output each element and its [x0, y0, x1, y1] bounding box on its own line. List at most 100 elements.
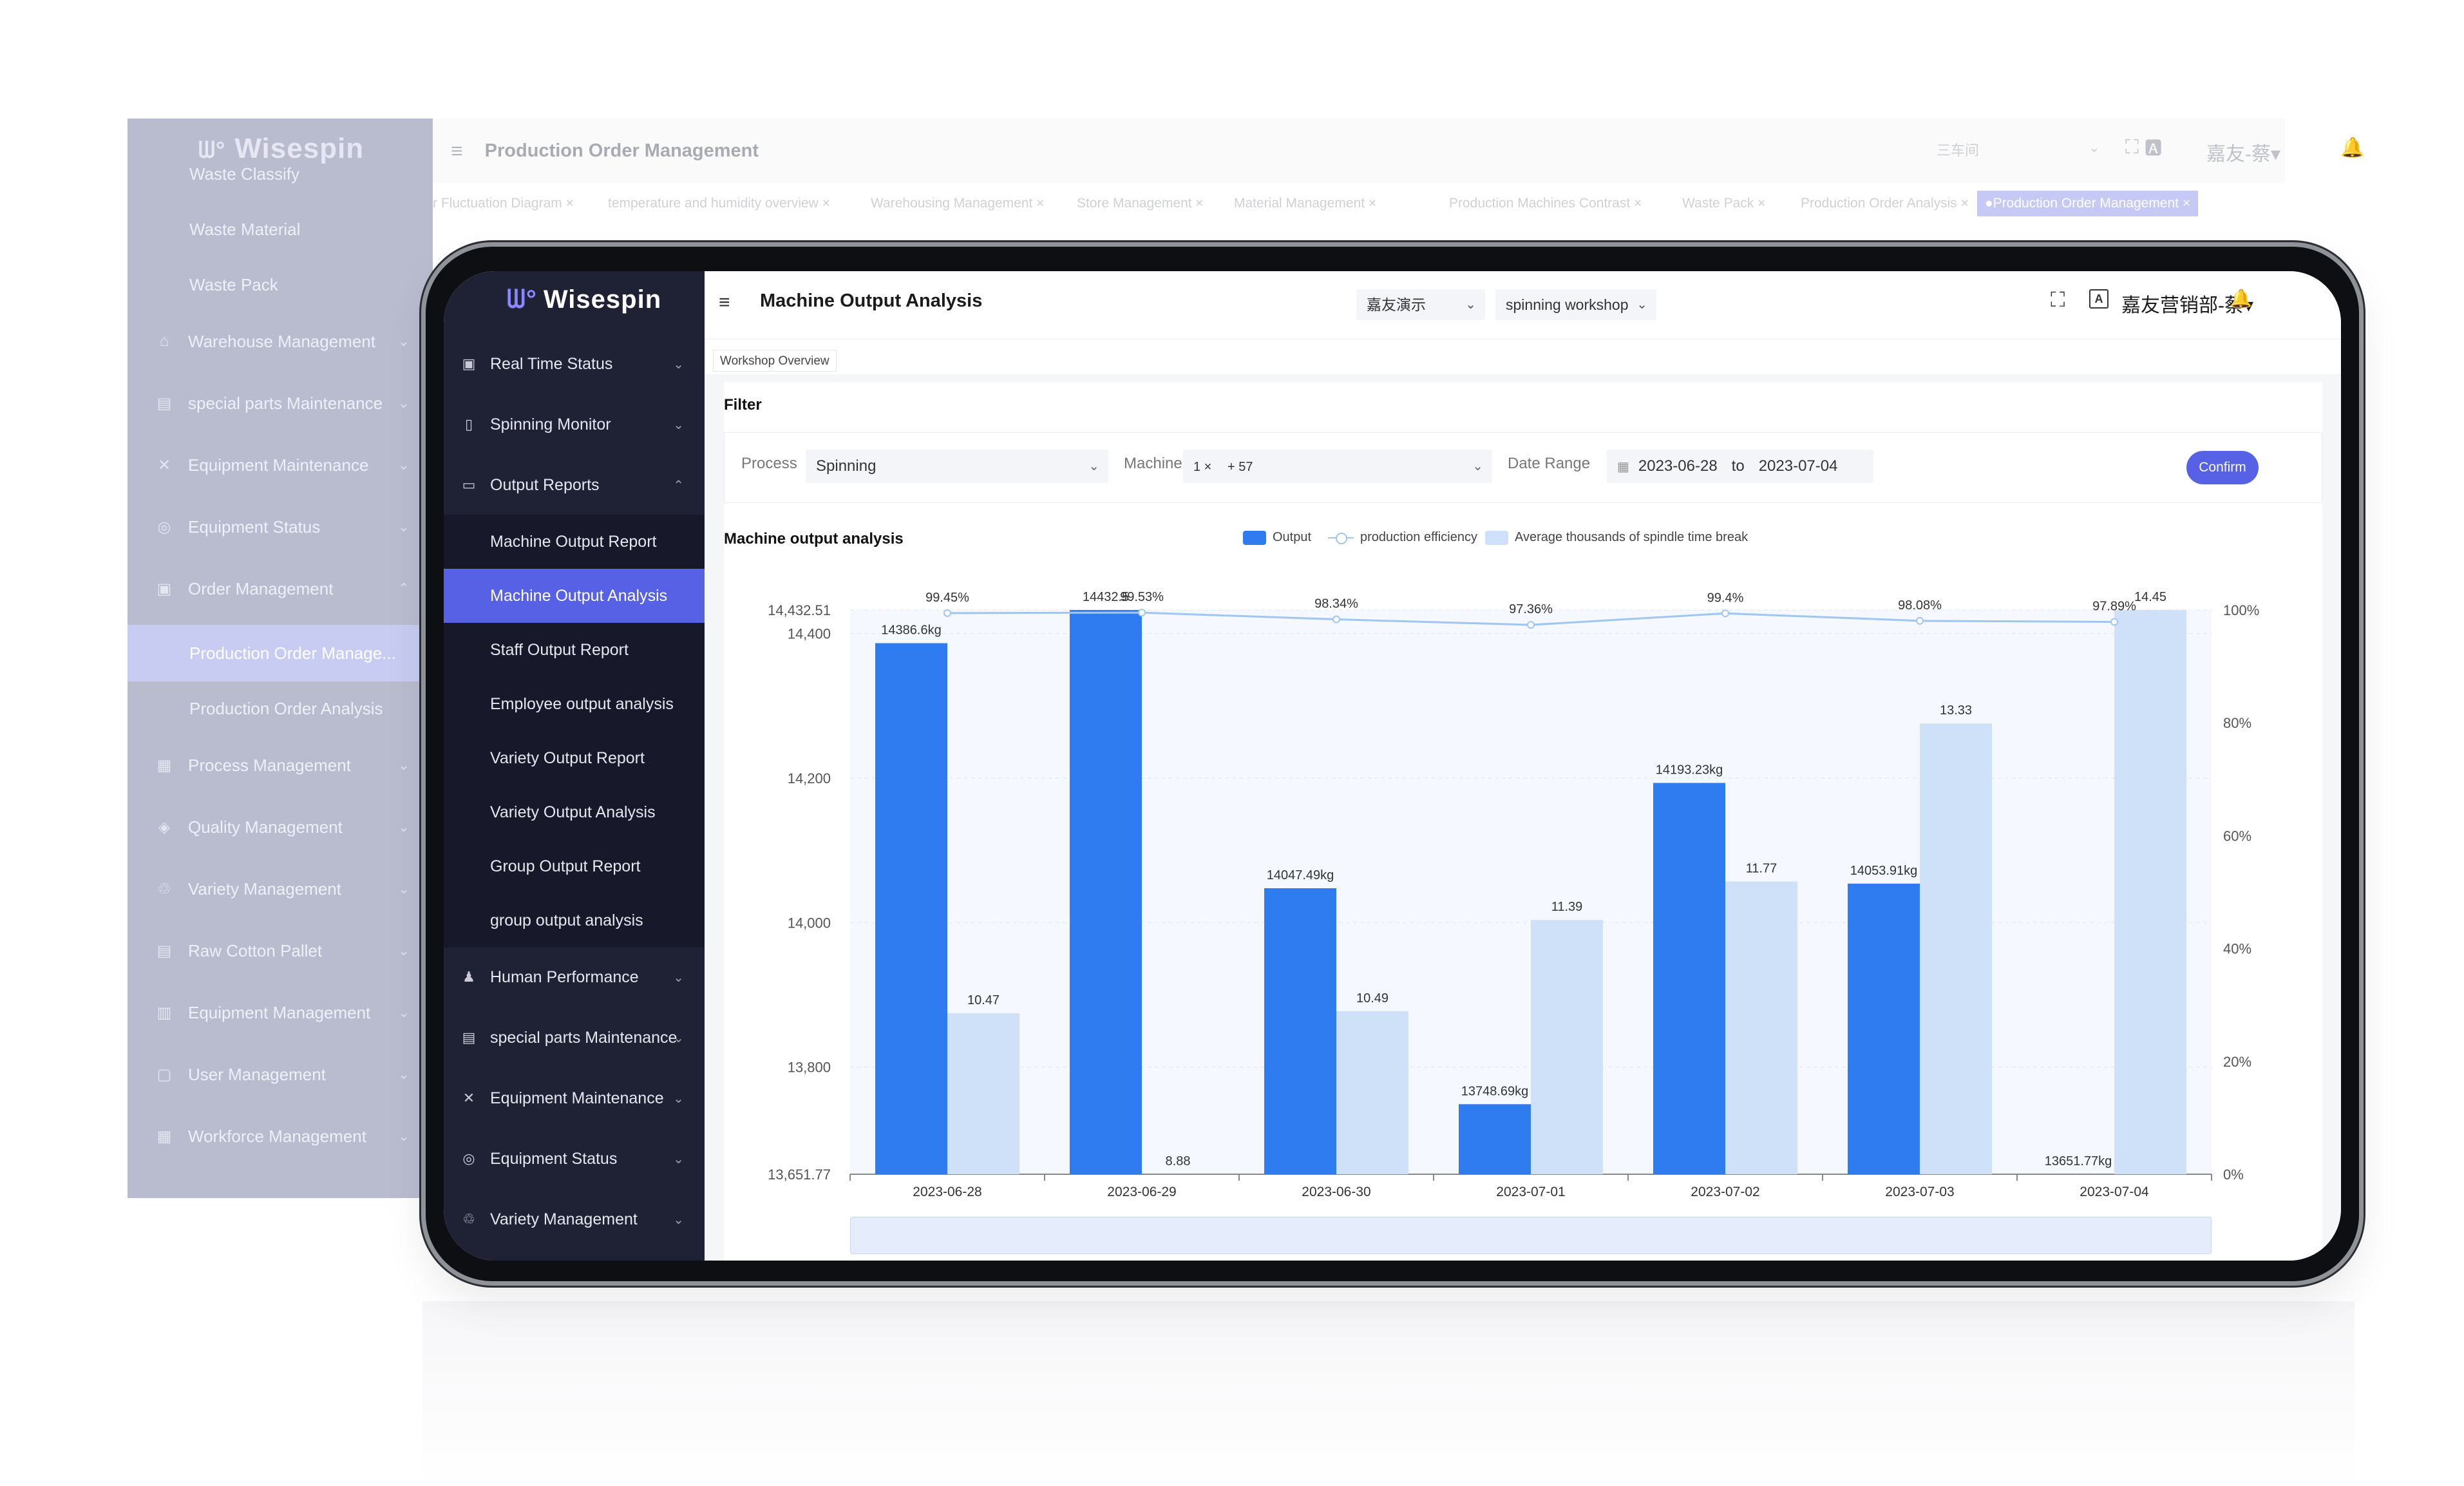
sidebar-item-variety-management[interactable]: ♲ Variety Management ⌄	[444, 1192, 705, 1246]
bar-spindle-break	[2114, 610, 2186, 1174]
chevron-down-icon: ⌄	[673, 1152, 684, 1167]
workshop-select[interactable]: spinning workshop ⌄	[1495, 289, 1656, 320]
user-icon: ▢	[156, 1065, 172, 1083]
machine-select[interactable]: 1 × + 57 ⌄	[1183, 450, 1492, 483]
bg-sidebar-item-special-parts-maintenance: ▤ special parts Maintenance ⌄	[128, 375, 433, 432]
legend-swatch	[1485, 530, 1508, 545]
bg-sidebar-item-production-order-manage: Production Order Manage...	[128, 625, 433, 681]
sidebar-item-employee-output-analysis[interactable]: Employee output analysis	[444, 677, 705, 731]
data-label-output: 14053.91kg	[1850, 864, 1918, 878]
sidebar-item-variety-output-analysis[interactable]: Variety Output Analysis	[444, 785, 705, 839]
sidebar-item-label: group output analysis	[490, 911, 643, 929]
bg-sidebar-label: Equipment Management	[188, 1002, 371, 1022]
bg-logo-text: Wisespin	[234, 133, 365, 164]
variety-icon: ♲	[462, 1211, 475, 1227]
y-tick-label-right: 60%	[2223, 828, 2251, 844]
sidebar-item-output-reports[interactable]: ▭ Output Reports ⌃	[444, 458, 705, 512]
point-production-efficiency	[1527, 621, 1535, 629]
bg-workshop-select: 三车间 ⌄	[1937, 139, 2100, 158]
sidebar-item-label: Human Performance	[490, 967, 639, 986]
legend-item-efficiency[interactable]: production efficiency	[1328, 530, 1477, 545]
bg-sidebar-item-order-management: ▣ Order Management ⌃	[128, 560, 433, 617]
data-label-output: 14193.23kg	[1656, 763, 1723, 777]
warehouse-icon: ⌂	[159, 332, 169, 350]
sidebar: ᗯ° Wisespin ▣ Real Time Status ⌄ ▯ Spinning M…	[444, 271, 705, 1261]
sidebar-item-group-output-analysis[interactable]: group output analysis	[444, 893, 705, 948]
data-zoom-slider[interactable]	[850, 1217, 2212, 1254]
y-tick-label-right: 40%	[2223, 941, 2251, 957]
parts-icon: ▤	[156, 394, 172, 412]
y-tick-label-left: 14,000	[788, 915, 831, 931]
sidebar-item-equipment-status[interactable]: ◎ Equipment Status ⌄	[444, 1132, 705, 1186]
sidebar-item-machine-output-report[interactable]: Machine Output Report	[444, 515, 705, 569]
x-tick-label: 2023-07-02	[1691, 1185, 1759, 1199]
chevron-down-icon: ⌄	[397, 519, 410, 535]
bg-sidebar-label: Process Management	[188, 755, 351, 775]
bg-sidebar-label: Waste Material	[189, 219, 301, 239]
bg-page-title: Production Order Management	[484, 140, 759, 161]
data-label-spindle-break: 14.45	[2134, 590, 2166, 604]
sidebar-item-real-time-status[interactable]: ▣ Real Time Status ⌄	[444, 337, 705, 391]
data-label-output: 13651.77kg	[2045, 1154, 2112, 1168]
chevron-down-icon: ⌄	[397, 942, 410, 958]
legend-item-spindle-break[interactable]: Average thousands of spindle time break	[1485, 530, 1748, 545]
sidebar-item-equipment-maintenance[interactable]: ✕ Equipment Maintenance ⌄	[444, 1071, 705, 1125]
bg-tab: Production Machines Contrast ×	[1449, 196, 1642, 211]
bg-sidebar-item-variety-management: ♲ Variety Management ⌄	[128, 861, 433, 917]
sidebar-item-group-output-report[interactable]: Group Output Report	[444, 839, 705, 893]
x-tick-label: 2023-07-04	[2080, 1185, 2149, 1199]
machine-tag-more: + 57	[1227, 460, 1253, 474]
bar-spindle-break	[1920, 723, 1992, 1174]
filter-box: Process Spinning ⌄ Machine 1 × + 57 ⌄ Dat…	[724, 432, 2322, 503]
bg-sidebar-item-waste-pack: Waste Pack	[128, 256, 433, 313]
data-label-efficiency: 97.36%	[1509, 602, 1553, 616]
sidebar-item-label: Real Time Status	[490, 354, 613, 373]
point-production-efficiency	[2110, 618, 2118, 626]
fullscreen-icon[interactable]: ⛶	[2051, 288, 2065, 311]
chevron-down-icon: ⌄	[673, 1031, 684, 1045]
data-label-spindle-break: 11.39	[1551, 900, 1583, 914]
chevron-down-icon: ⌄	[673, 357, 684, 372]
chevron-down-icon: ⌄	[397, 1004, 410, 1020]
sidebar-item-equipment-management[interactable]: ▥Equipment Management⌄	[444, 1253, 705, 1261]
main-content: Filter Process Spinning ⌄ Machine 1 × + 5…	[705, 374, 2341, 1261]
language-icon[interactable]: A	[2089, 289, 2109, 309]
org-select[interactable]: 嘉友演示 ⌄	[1356, 289, 1485, 320]
quality-icon: ◈	[158, 818, 171, 836]
bar-spindle-break	[1336, 1011, 1408, 1174]
process-value: Spinning	[816, 457, 877, 475]
confirm-button[interactable]: Confirm	[2186, 451, 2259, 484]
process-select[interactable]: Spinning ⌄	[806, 450, 1108, 483]
y-tick-label-left: 14,200	[788, 770, 831, 786]
report-icon: ▭	[462, 477, 476, 493]
sidebar-item-staff-output-report[interactable]: Staff Output Report	[444, 623, 705, 677]
bell-icon[interactable]: 🔔	[2230, 289, 2252, 309]
chevron-up-icon: ⌃	[673, 478, 684, 493]
machine-label: Machine	[1124, 455, 1182, 472]
sidebar-item-label: Employee output analysis	[490, 694, 674, 713]
bg-sidebar-item-warehouse-management: ⌂ Warehouse Management ⌄	[128, 313, 433, 370]
wrench-icon: ✕	[462, 1090, 475, 1106]
bg-sidebar-item-quality-management: ◈ Quality Management ⌄	[128, 799, 433, 855]
sidebar-item-human-performance[interactable]: ♟ Human Performance ⌄	[444, 950, 705, 1004]
date-range-picker[interactable]: ▦ 2023-06-28 to 2023-07-04	[1607, 450, 1873, 483]
chevron-down-icon: ⌄	[1088, 459, 1099, 473]
tab-workshop-overview[interactable]: Workshop Overview	[713, 350, 837, 372]
monitor-icon: ▯	[464, 416, 473, 432]
human-icon: ♟	[462, 969, 475, 985]
bg-tab: temperature and humidity overview ×	[608, 196, 830, 211]
bg-header: ≡ Production Order Management 三车间 ⌄ ⛶ 🅰 嘉…	[433, 119, 2364, 183]
y-tick-label-left: 14,400	[788, 625, 831, 642]
machine-tag[interactable]: 1 ×	[1193, 460, 1212, 474]
bg-sidebar-item-equipment-maintenance: ✕ Equipment Maintenance ⌄	[128, 437, 433, 493]
sidebar-item-variety-output-report[interactable]: Variety Output Report	[444, 731, 705, 785]
logo[interactable]: ᗯ° Wisespin	[507, 285, 661, 314]
sidebar-item-spinning-monitor[interactable]: ▯ Spinning Monitor ⌄	[444, 397, 705, 452]
user-menu[interactable]: 嘉友营销部-蔡▾	[2121, 295, 2254, 316]
legend-item-output[interactable]: Output	[1243, 530, 1311, 545]
sidebar-item-special-parts-maintenance[interactable]: ▤ special parts Maintenance ⌄	[444, 1011, 705, 1065]
menu-toggle-icon[interactable]: ≡	[719, 292, 730, 313]
filter-title: Filter	[724, 396, 762, 414]
data-label-efficiency: 99.4%	[1707, 591, 1744, 605]
sidebar-item-machine-output-analysis[interactable]: Machine Output Analysis	[444, 569, 705, 623]
